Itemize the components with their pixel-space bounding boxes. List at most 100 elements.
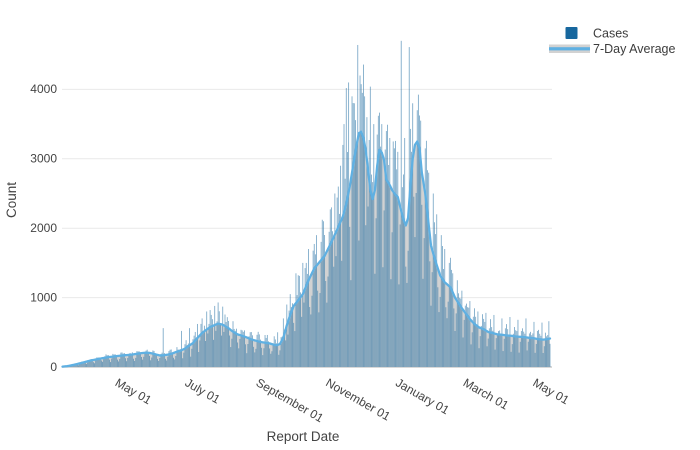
case-bar[interactable]	[509, 317, 511, 367]
case-bar[interactable]	[454, 330, 456, 367]
case-bar[interactable]	[207, 333, 209, 367]
case-bar[interactable]	[233, 328, 235, 367]
case-bar[interactable]	[199, 340, 201, 367]
case-bar[interactable]	[547, 335, 549, 367]
case-bar[interactable]	[292, 303, 293, 367]
case-bar[interactable]	[440, 235, 442, 367]
case-bar[interactable]	[506, 324, 507, 367]
case-bar[interactable]	[249, 332, 251, 367]
case-bar[interactable]	[94, 363, 95, 367]
case-bar[interactable]	[363, 64, 364, 367]
case-bar[interactable]	[355, 120, 356, 368]
case-bar[interactable]	[160, 353, 162, 367]
case-bar[interactable]	[530, 331, 531, 367]
case-bar[interactable]	[486, 346, 488, 367]
plot-area[interactable]	[61, 40, 552, 368]
case-bar[interactable]	[169, 349, 171, 367]
case-bar[interactable]	[205, 341, 206, 367]
case-bar[interactable]	[491, 327, 493, 367]
case-bar[interactable]	[311, 295, 313, 367]
case-bar[interactable]	[325, 280, 327, 367]
case-bar[interactable]	[211, 319, 213, 367]
case-bar[interactable]	[87, 362, 89, 367]
case-bar[interactable]	[482, 314, 483, 367]
case-bar[interactable]	[250, 332, 252, 367]
case-bar[interactable]	[406, 282, 408, 367]
case-bar[interactable]	[139, 352, 141, 367]
case-bar[interactable]	[187, 343, 189, 367]
case-bar[interactable]	[337, 186, 339, 367]
case-bar[interactable]	[262, 355, 264, 367]
case-bar[interactable]	[511, 344, 513, 367]
case-bar[interactable]	[285, 340, 287, 367]
case-bar[interactable]	[216, 321, 218, 367]
case-bar[interactable]	[261, 347, 263, 367]
case-bar[interactable]	[99, 358, 101, 367]
case-bar[interactable]	[477, 311, 479, 367]
case-bar[interactable]	[254, 352, 256, 367]
case-bar[interactable]	[435, 234, 437, 367]
case-bar[interactable]	[189, 328, 190, 367]
case-bar[interactable]	[373, 124, 375, 367]
case-bar[interactable]	[404, 137, 406, 367]
case-bar[interactable]	[308, 249, 309, 367]
case-bar[interactable]	[221, 335, 223, 367]
case-bar[interactable]	[488, 328, 490, 367]
case-bar[interactable]	[520, 331, 522, 367]
case-bar[interactable]	[456, 280, 458, 367]
case-bar[interactable]	[467, 307, 469, 367]
case-bar[interactable]	[159, 357, 161, 367]
case-bar[interactable]	[463, 319, 465, 367]
case-bar[interactable]	[326, 302, 328, 367]
case-bar[interactable]	[96, 357, 98, 367]
case-bar[interactable]	[411, 151, 412, 367]
case-bar[interactable]	[141, 356, 142, 367]
case-bar[interactable]	[197, 323, 198, 367]
case-bar[interactable]	[112, 353, 114, 367]
case-bar[interactable]	[185, 340, 187, 367]
cases-bars-series[interactable]	[62, 40, 551, 368]
case-bar[interactable]	[352, 103, 354, 368]
case-bar[interactable]	[503, 338, 505, 367]
case-bar[interactable]	[82, 361, 84, 367]
case-bar[interactable]	[247, 344, 249, 367]
case-bar[interactable]	[134, 360, 136, 367]
case-bar[interactable]	[516, 331, 518, 367]
case-bar[interactable]	[124, 358, 126, 367]
case-bar[interactable]	[166, 360, 168, 367]
case-bar[interactable]	[239, 338, 241, 367]
case-bar[interactable]	[502, 351, 504, 367]
case-bar[interactable]	[446, 318, 448, 367]
case-bar[interactable]	[338, 213, 340, 367]
case-bar[interactable]	[384, 149, 386, 367]
case-bar[interactable]	[546, 336, 548, 367]
case-bar[interactable]	[177, 349, 179, 367]
case-bar[interactable]	[168, 351, 170, 367]
case-bar[interactable]	[100, 360, 102, 367]
case-bar[interactable]	[425, 140, 427, 367]
case-bar[interactable]	[392, 141, 394, 367]
case-bar[interactable]	[215, 330, 217, 367]
case-bar[interactable]	[143, 356, 145, 367]
case-bar[interactable]	[294, 331, 296, 367]
case-bar[interactable]	[278, 354, 280, 367]
case-bar[interactable]	[327, 276, 329, 367]
case-bar[interactable]	[316, 235, 317, 367]
case-bar[interactable]	[296, 295, 298, 367]
case-bar[interactable]	[142, 359, 144, 367]
case-bar[interactable]	[240, 329, 242, 367]
case-bar[interactable]	[281, 336, 283, 367]
case-bar[interactable]	[507, 329, 509, 367]
case-bar[interactable]	[493, 314, 495, 367]
case-bar[interactable]	[232, 321, 234, 367]
case-bar[interactable]	[496, 333, 498, 367]
case-bar[interactable]	[305, 262, 307, 367]
case-bar[interactable]	[115, 356, 117, 367]
case-bar[interactable]	[230, 347, 232, 367]
case-bar[interactable]	[128, 353, 130, 367]
case-bar[interactable]	[388, 164, 390, 367]
case-bar[interactable]	[451, 269, 453, 367]
case-bar[interactable]	[417, 94, 419, 367]
case-bar[interactable]	[357, 44, 359, 367]
case-bar[interactable]	[514, 327, 515, 367]
